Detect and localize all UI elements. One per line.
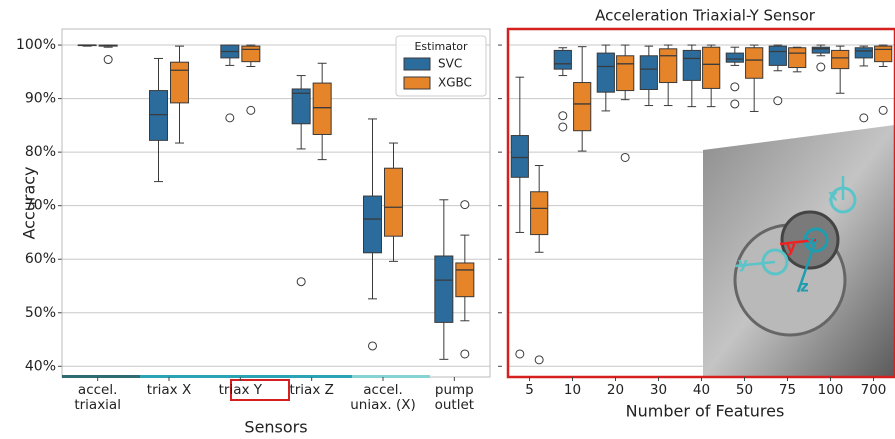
box	[854, 47, 873, 59]
photo-label: x	[828, 187, 838, 205]
sensor-photo	[703, 125, 895, 377]
box	[788, 47, 807, 69]
x-tick-label: pump outlet	[434, 382, 475, 413]
group-underline	[140, 375, 352, 378]
highlight-box	[230, 379, 290, 401]
x-tick-label: 10	[563, 382, 582, 398]
box	[659, 48, 678, 84]
box	[510, 135, 529, 178]
photo-label: x	[806, 233, 816, 251]
photo-label: y	[786, 239, 796, 257]
y-tick-label: 90%	[25, 91, 56, 107]
x-tick-label: triax Z	[289, 382, 334, 398]
box	[553, 49, 572, 70]
y-axis-label: Accuracy	[20, 166, 39, 239]
outlier	[225, 113, 235, 123]
group-underline	[352, 375, 430, 378]
outlier	[460, 200, 470, 210]
outlier	[246, 105, 256, 115]
box	[149, 90, 168, 141]
legend-label: SVC	[438, 57, 462, 71]
legend-title: Estimator	[414, 40, 468, 53]
box	[745, 47, 764, 79]
box	[874, 45, 893, 63]
outlier	[368, 341, 377, 351]
outlier	[515, 349, 525, 359]
outlier	[460, 349, 470, 359]
y-tick-label: 70%	[25, 198, 56, 214]
outlier	[296, 277, 306, 287]
box	[639, 55, 658, 90]
x-tick-label: 50	[735, 382, 754, 398]
outlier	[730, 82, 740, 92]
box	[530, 191, 549, 236]
outlier	[878, 105, 888, 115]
x-tick-label: accel. triaxial	[74, 382, 121, 413]
x-axis-label: Sensors	[244, 418, 307, 437]
box	[363, 195, 382, 254]
y-tick-label: 80%	[25, 144, 56, 160]
x-tick-label: 700	[860, 382, 887, 398]
box	[291, 88, 311, 125]
photo-label: z	[800, 278, 809, 296]
outlier	[730, 99, 740, 109]
x-tick-label: 40	[692, 382, 711, 398]
box	[312, 82, 332, 135]
outlier	[620, 152, 630, 162]
x-tick-label: 5	[525, 382, 534, 398]
y-tick-label: 50%	[25, 305, 56, 321]
outlier	[534, 355, 544, 365]
group-underline	[62, 375, 140, 378]
outlier	[558, 122, 568, 132]
box	[811, 46, 830, 54]
photo-label: y	[738, 255, 748, 273]
x-tick-label: triax Y	[218, 382, 263, 398]
box	[434, 255, 454, 323]
x-tick-label: 30	[649, 382, 668, 398]
box	[682, 49, 701, 81]
box	[170, 61, 189, 104]
outlier	[103, 55, 113, 65]
chart-title: Acceleration Triaxial-Y Sensor	[595, 7, 816, 25]
box	[616, 55, 635, 92]
box	[455, 262, 475, 298]
outlier	[816, 62, 826, 72]
x-tick-label: 20	[606, 382, 625, 398]
y-tick-label: 40%	[25, 358, 56, 374]
x-tick-label: triax X	[146, 382, 192, 398]
outlier	[773, 96, 783, 106]
box	[725, 52, 744, 63]
outlier	[558, 111, 568, 121]
box	[831, 49, 850, 70]
box	[768, 45, 787, 66]
legend-swatch	[403, 57, 431, 71]
legend-label: XGBC	[438, 76, 472, 90]
y-tick-label: 100%	[16, 37, 56, 53]
x-tick-label: accel. uniax. (X)	[350, 382, 416, 413]
x-tick-label: 100	[817, 382, 844, 398]
legend-swatch	[403, 76, 431, 90]
x-tick-label: 75	[778, 382, 797, 398]
box	[702, 46, 721, 89]
box	[596, 52, 615, 93]
box	[573, 82, 592, 132]
y-tick-label: 60%	[25, 251, 56, 267]
box	[241, 45, 261, 63]
box	[384, 167, 403, 237]
outlier	[859, 113, 869, 123]
x-axis-label: Number of Features	[626, 402, 785, 421]
